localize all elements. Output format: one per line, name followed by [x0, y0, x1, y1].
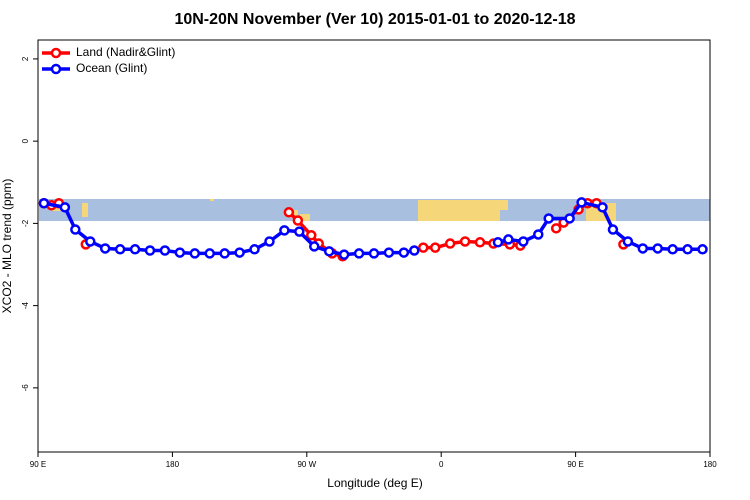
legend-marker: [50, 47, 62, 59]
data-point: [697, 244, 708, 255]
data-point: [682, 244, 693, 255]
data-point: [503, 234, 514, 245]
map-land: [210, 199, 214, 201]
series: [38, 197, 708, 260]
data-point: [338, 249, 350, 260]
y-tick-label: 0: [21, 138, 30, 143]
data-point: [518, 236, 529, 247]
data-point: [38, 197, 50, 209]
y-tick-label: -2: [21, 219, 30, 227]
chart-title: 10N-20N November (Ver 10) 2015-01-01 to …: [174, 11, 575, 28]
data-point: [85, 236, 96, 247]
legend-label: Ocean (Glint): [76, 61, 147, 75]
data-point: [219, 248, 230, 259]
data-point: [543, 213, 554, 224]
data-point: [459, 236, 471, 247]
data-point: [174, 247, 186, 258]
plot-frame: [37, 39, 711, 453]
map-band: [39, 199, 710, 221]
data-point: [652, 243, 663, 254]
y-tick-label: 2: [21, 56, 30, 61]
data-point: [292, 215, 304, 226]
data-point: [383, 247, 395, 258]
data-point: [204, 248, 215, 259]
data-point: [564, 213, 575, 224]
data-point: [129, 244, 141, 255]
x-tick-label: 90 E: [567, 460, 583, 469]
data-point: [144, 245, 156, 256]
plot-area: [38, 197, 708, 262]
data-point: [637, 243, 649, 254]
x-tick-label: 180: [703, 460, 717, 469]
data-point: [576, 197, 587, 208]
data-point: [474, 237, 486, 248]
y-tick-label: -4: [21, 302, 30, 310]
x-tick-label: 90 E: [30, 460, 46, 469]
legend: Land (Nadir&Glint) Ocean (Glint): [42, 45, 175, 75]
data-point: [597, 202, 608, 213]
data-point: [418, 242, 429, 253]
map-land: [300, 214, 310, 221]
data-point: [283, 207, 295, 218]
data-point: [444, 238, 456, 249]
data-point: [622, 236, 634, 247]
data-point: [189, 248, 201, 259]
data-point: [409, 245, 420, 256]
data-point: [398, 247, 410, 258]
y-tick-label: -6: [21, 384, 30, 392]
x-tick-label: 180: [166, 460, 180, 469]
data-point: [492, 237, 504, 248]
legend-marker: [50, 63, 62, 75]
data-point: [234, 247, 245, 258]
map-land: [82, 203, 88, 217]
data-point: [667, 244, 678, 255]
x-tick-label: 90 W: [297, 460, 316, 469]
data-point: [323, 246, 335, 257]
data-point: [99, 243, 111, 254]
map-land: [500, 200, 508, 210]
data-point: [70, 224, 81, 235]
data-point: [429, 242, 441, 253]
x-tick-label: 0: [439, 460, 444, 469]
data-point: [249, 244, 260, 255]
data-point: [353, 248, 365, 259]
x-axis-label: Longitude (deg E): [327, 476, 422, 490]
map-land: [418, 200, 500, 221]
data-point: [114, 244, 126, 255]
data-point: [550, 223, 562, 234]
data-point: [264, 236, 275, 247]
data-point: [309, 241, 320, 252]
data-point: [59, 202, 71, 213]
data-point: [306, 230, 317, 241]
data-point: [607, 224, 619, 235]
data-point: [368, 248, 380, 259]
data-point: [294, 226, 305, 237]
data-point: [279, 225, 290, 236]
y-axis-label: XCO2 - MLO trend (ppm): [0, 179, 14, 314]
data-point: [533, 229, 544, 240]
legend-label: Land (Nadir&Glint): [76, 45, 175, 59]
data-point: [159, 245, 171, 256]
map-sea: [39, 199, 710, 221]
